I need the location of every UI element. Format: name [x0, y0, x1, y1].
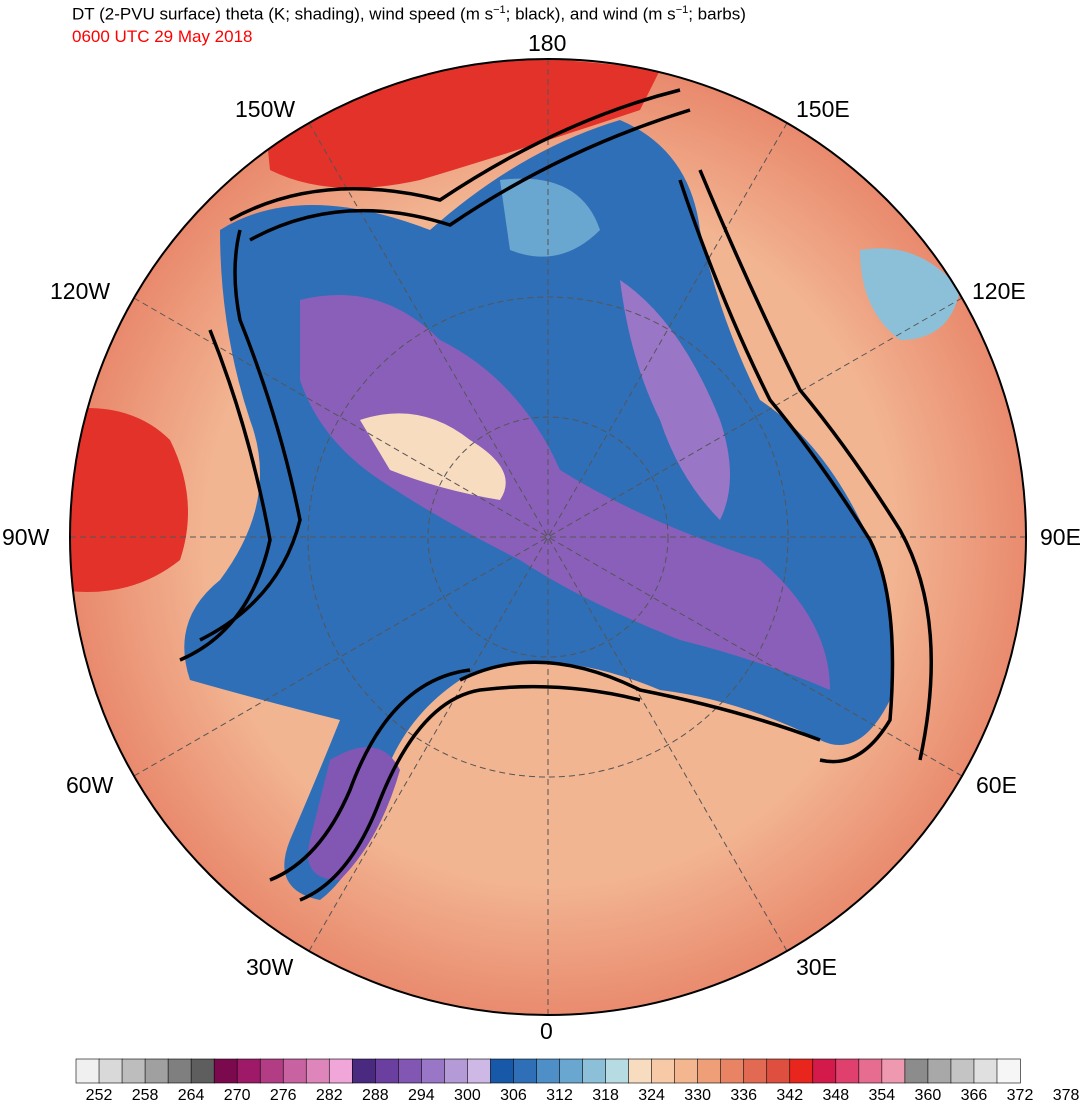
colorbar-tick-label: 348	[822, 1087, 850, 1104]
valid-time: 0600 UTC 29 May 2018	[72, 27, 253, 46]
colorbar-tick-label: 336	[730, 1087, 758, 1104]
colorbar-swatch	[328, 1058, 353, 1084]
colorbar-tick-label: 372	[1006, 1087, 1034, 1104]
colorbar-swatch	[973, 1058, 998, 1084]
colorbar-swatch	[421, 1058, 446, 1084]
lon-label-90w: 90W	[2, 524, 50, 550]
colorbar-tick-label: 378	[1052, 1087, 1080, 1104]
colorbar-swatch	[213, 1058, 238, 1084]
colorbar-swatch	[513, 1058, 538, 1084]
colorbar-tick-label: 300	[454, 1087, 481, 1104]
colorbar-swatch	[121, 1058, 146, 1084]
colorbar-swatch	[697, 1058, 722, 1084]
colorbar-tick-label: 342	[776, 1087, 804, 1104]
colorbar-tick-label: 288	[361, 1087, 389, 1104]
colorbar-swatch	[559, 1058, 584, 1084]
colorbar-swatch	[766, 1058, 791, 1084]
colorbar-swatch	[282, 1058, 307, 1084]
lon-label-30e: 30E	[796, 954, 837, 980]
colorbar-swatch	[375, 1058, 400, 1084]
colorbar-swatch	[743, 1058, 768, 1084]
colorbar-swatch	[490, 1058, 515, 1084]
lon-label-90e: 90E	[1040, 524, 1081, 550]
colorbar-tick-label: 318	[592, 1087, 619, 1104]
colorbar-tick-label: 360	[914, 1087, 942, 1104]
colorbar-tick-label: 366	[960, 1087, 988, 1104]
lon-label-60e: 60E	[976, 772, 1017, 798]
colorbar-swatch	[835, 1058, 860, 1084]
lon-label-150e: 150E	[796, 96, 850, 122]
colorbar-swatch	[582, 1058, 607, 1084]
colorbar-tick-label: 270	[223, 1087, 251, 1104]
colorbar-swatch	[628, 1058, 653, 1084]
map-title: DT (2-PVU surface) theta (K; shading), w…	[72, 4, 746, 24]
lon-label-180: 180	[528, 30, 567, 56]
colorbar-swatch	[259, 1058, 284, 1084]
colorbar-tick-label: 258	[131, 1087, 159, 1104]
colorbar-swatch	[467, 1058, 492, 1084]
colorbar-tick-label: 354	[868, 1087, 896, 1104]
colorbar-tick-label: 324	[638, 1087, 665, 1104]
colorbar-tick-label: 282	[315, 1087, 343, 1104]
lon-label-120w: 120W	[50, 278, 111, 304]
colorbar-tick-label: 252	[85, 1087, 113, 1104]
colorbar-swatch	[950, 1058, 975, 1084]
colorbar-swatch	[536, 1058, 561, 1084]
lon-label-30w: 30W	[246, 954, 294, 980]
map-border	[69, 58, 1027, 1016]
colorbar-tick-label: 276	[269, 1087, 297, 1104]
colorbar-swatch	[305, 1058, 330, 1084]
lon-label-150w: 150W	[235, 96, 296, 122]
colorbar-swatch	[858, 1058, 883, 1084]
colorbar-swatch	[674, 1058, 699, 1084]
colorbar	[75, 1058, 1021, 1084]
colorbar-swatch	[398, 1058, 423, 1084]
wind-speed-contours	[179, 88, 933, 902]
colorbar-swatch	[98, 1058, 123, 1084]
colorbar-swatch	[996, 1058, 1021, 1084]
colorbar-swatch	[236, 1058, 261, 1084]
graticule	[70, 59, 1026, 1015]
colorbar-tick-label: 330	[684, 1087, 712, 1104]
colorbar-swatch	[190, 1058, 215, 1084]
colorbar-swatch	[789, 1058, 814, 1084]
colorbar-tick-label: 264	[177, 1087, 205, 1104]
colorbar-swatch	[651, 1058, 676, 1084]
colorbar-swatch	[812, 1058, 837, 1084]
colorbar-swatch	[881, 1058, 906, 1084]
colorbar-swatch	[605, 1058, 630, 1084]
colorbar-swatch	[144, 1058, 169, 1084]
colorbar-tick-label: 306	[500, 1087, 527, 1104]
colorbar-swatch	[904, 1058, 929, 1084]
colorbar-tick-label: 294	[408, 1087, 435, 1104]
colorbar-swatch	[720, 1058, 745, 1084]
lon-label-60w: 60W	[66, 772, 114, 798]
colorbar-swatch	[927, 1058, 952, 1084]
colorbar-swatch	[444, 1058, 469, 1084]
lon-label-120e: 120E	[972, 278, 1026, 304]
lon-label-0: 0	[540, 1018, 553, 1044]
colorbar-swatch	[167, 1058, 192, 1084]
colorbar-swatch	[351, 1058, 377, 1084]
colorbar-tick-label: 312	[546, 1087, 573, 1104]
colorbar-swatch	[75, 1058, 100, 1084]
